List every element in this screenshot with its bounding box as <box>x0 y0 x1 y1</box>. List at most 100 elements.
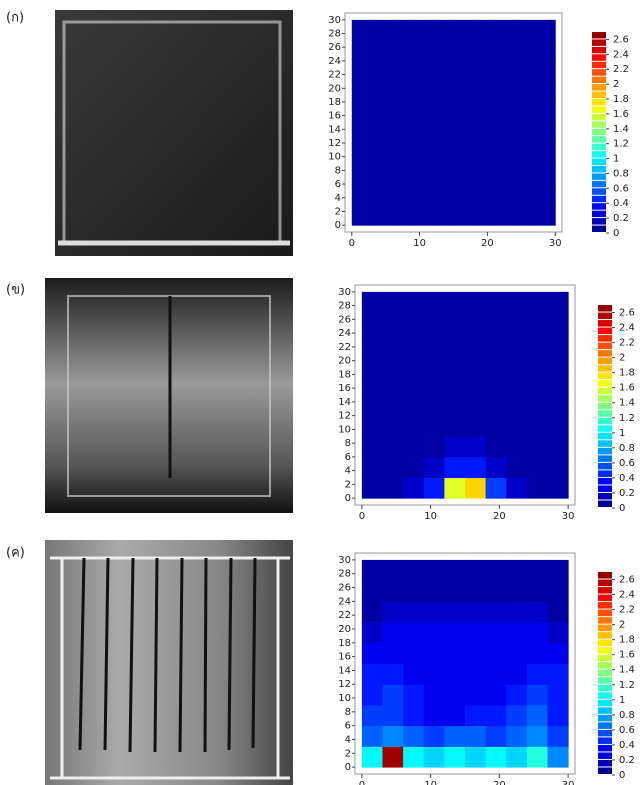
heat-cell <box>444 684 466 706</box>
colorbar-band <box>598 624 612 632</box>
heat-cell <box>506 601 528 623</box>
heat-cell <box>392 122 414 144</box>
heat-cell <box>351 122 373 144</box>
heat-cell <box>453 204 475 226</box>
y-tick-label: 28 <box>338 301 351 312</box>
heat-cell <box>382 704 404 727</box>
colorbar-tick-label: 2 <box>613 79 619 90</box>
colorbar-band <box>592 225 606 232</box>
heat-cell <box>526 704 548 727</box>
colorbar-band <box>592 173 606 180</box>
heat-cell <box>433 19 454 41</box>
colorbar-band <box>598 342 612 350</box>
heat-cell <box>423 395 445 417</box>
heat-cell <box>547 622 569 644</box>
heat-cell <box>547 436 569 458</box>
x-tick-label: 0 <box>359 511 365 522</box>
heat-cell <box>423 622 445 644</box>
heat-cell <box>514 163 536 185</box>
colorbar-band <box>598 432 612 440</box>
heat-cell <box>403 415 425 437</box>
heat-cell <box>473 19 495 41</box>
heat-cell <box>382 580 404 602</box>
y-tick-label: 14 <box>328 124 341 135</box>
heat-cell <box>444 291 466 313</box>
y-tick-label: 4 <box>345 734 351 745</box>
heat-cell <box>506 704 528 727</box>
heat-cell <box>403 477 425 499</box>
heat-cell <box>403 601 425 623</box>
heat-cell <box>506 642 528 664</box>
heat-cell <box>494 122 516 144</box>
heat-cell <box>423 704 445 727</box>
colorbar-tick-label: 0.8 <box>613 168 629 179</box>
colorbar-band <box>598 440 612 447</box>
heat-cell <box>382 312 404 334</box>
heat-cell <box>423 642 445 664</box>
heat-cell <box>485 601 507 623</box>
colorbar-band <box>598 572 612 579</box>
colorbar-band <box>598 729 612 737</box>
y-tick-label: 14 <box>338 665 351 676</box>
colorbar-band <box>592 113 606 121</box>
colorbar-band <box>598 744 612 752</box>
heat-cell <box>485 312 507 334</box>
x-tick-label: 0 <box>349 238 355 249</box>
heat-cell <box>526 312 548 334</box>
colorbar-band <box>598 602 612 609</box>
heat-cell <box>444 312 466 334</box>
heat-cell <box>485 725 507 747</box>
y-tick-label: 8 <box>345 707 351 718</box>
heat-cell <box>526 477 548 499</box>
heat-cell <box>547 684 569 706</box>
colorbar-band <box>598 684 612 692</box>
y-tick-label: 30 <box>338 555 351 566</box>
heat-cell <box>534 163 556 185</box>
heat-cell <box>494 19 516 41</box>
heat-cell <box>453 60 475 82</box>
heat-cell <box>423 477 445 499</box>
heat-cell <box>412 163 434 185</box>
heat-cell <box>485 477 507 499</box>
heat-cell <box>465 436 487 458</box>
heat-cell <box>392 81 414 103</box>
heat-cell <box>361 601 383 623</box>
y-tick-label: 24 <box>338 328 351 339</box>
heat-cell <box>547 415 569 437</box>
heat-cell <box>485 333 507 355</box>
heat-cell <box>351 101 373 123</box>
heat-cell <box>485 746 507 768</box>
colorbar-tick-label: 1.8 <box>613 94 629 105</box>
heat-cell <box>534 40 556 62</box>
colorbar-tick-label: 0.4 <box>619 473 635 484</box>
heat-cell <box>547 312 569 334</box>
heat-cell <box>382 415 404 437</box>
heat-cell <box>473 204 495 226</box>
heat-cell <box>372 81 393 103</box>
heat-cell <box>485 642 507 664</box>
heat-cell <box>423 601 445 623</box>
heat-cell <box>423 312 445 334</box>
colorbar-tick-label: 1.2 <box>619 413 635 424</box>
heat-cell <box>444 559 466 582</box>
heat-cell <box>547 395 569 417</box>
heat-cell <box>412 40 434 62</box>
y-tick-label: 30 <box>328 15 341 26</box>
heat-cell <box>526 725 548 747</box>
heat-cell <box>465 580 487 602</box>
y-tick-label: 26 <box>338 583 351 594</box>
y-tick-label: 6 <box>345 721 351 732</box>
y-tick-label: 20 <box>338 356 351 367</box>
heat-cell <box>547 353 569 375</box>
heat-cell <box>412 204 434 226</box>
heat-cell <box>433 184 454 206</box>
heat-cell <box>392 19 414 41</box>
heat-cell <box>547 601 569 623</box>
heat-cell <box>506 663 528 685</box>
heat-cell <box>506 312 528 334</box>
heat-cell <box>444 333 466 355</box>
heat-cell <box>465 353 487 375</box>
heat-cell <box>506 374 528 396</box>
heat-cell <box>433 101 454 123</box>
colorbar-band <box>598 654 612 662</box>
